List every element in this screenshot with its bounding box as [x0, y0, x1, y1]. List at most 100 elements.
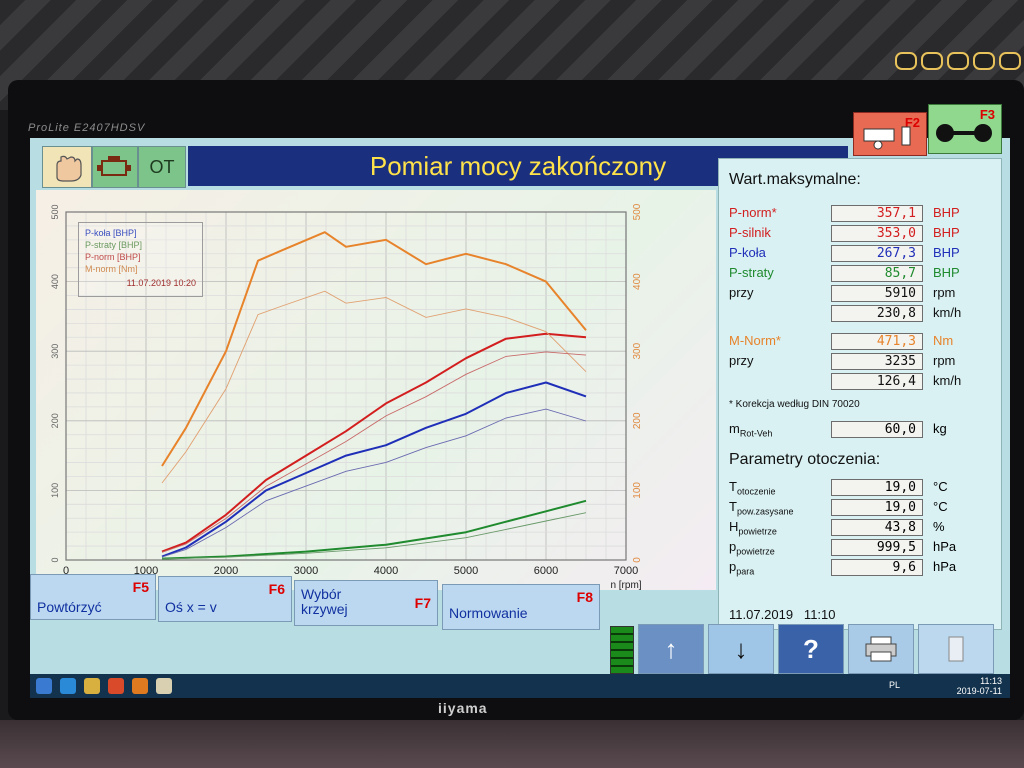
- scroll-up-button[interactable]: ↑: [638, 624, 704, 674]
- max-row-label: P-norm*: [729, 205, 777, 220]
- ambient-row-label: Totoczenie: [729, 479, 775, 497]
- x-axis-speed-button[interactable]: Oś x = v F6: [158, 576, 292, 622]
- ambient-row-unit: %: [933, 519, 945, 534]
- max-row-unit: BHP: [933, 245, 960, 260]
- normalization-button[interactable]: Normowanie F8: [442, 584, 600, 630]
- ambient-symbol: p: [729, 559, 737, 574]
- ambient-symbol: H: [729, 519, 739, 534]
- legend-p-kola: P-koła [BHP]: [85, 228, 137, 238]
- repeat-button[interactable]: Powtórzyć F5: [30, 574, 156, 620]
- ambient-row-value: 9,6: [831, 559, 923, 576]
- max-row-value: 267,3: [831, 245, 923, 262]
- max-row-label: P-koła: [729, 245, 766, 260]
- ambient-row-label: ppara: [729, 559, 754, 577]
- repeat-button-label: Powtórzyć: [37, 599, 102, 615]
- engine-button[interactable]: [92, 146, 138, 188]
- f6-key: F6: [268, 581, 285, 597]
- f5-key: F5: [132, 579, 149, 595]
- ambient-row-value: 43,8: [831, 519, 923, 536]
- x-tick-label: 5000: [454, 565, 478, 577]
- max-row-value: 126,4: [831, 373, 923, 390]
- axle-icon: [936, 124, 992, 142]
- exit-button[interactable]: [918, 624, 994, 674]
- series-line-2: [161, 499, 587, 560]
- x-axis-speed-button-label: Oś x = v: [165, 599, 217, 615]
- x-tick-label: 2000: [214, 565, 238, 577]
- ambient-row-unit: hPa: [933, 539, 957, 554]
- max-row-unit: rpm: [933, 285, 956, 300]
- y-tick-right: 400: [632, 273, 643, 290]
- y-tick-right: 500: [632, 203, 643, 220]
- ambient-row-unit: °C: [933, 499, 948, 514]
- ambient-subscript: pow.zasysane: [736, 506, 794, 517]
- ambient-subscript: powietrze: [736, 546, 775, 557]
- folder-icon[interactable]: [84, 678, 100, 694]
- y-tick-right: 0: [632, 557, 643, 563]
- scroll-down-button[interactable]: ↓: [708, 624, 774, 674]
- max-row-value: 357,1: [831, 205, 923, 222]
- max-row-label: M-Norm*: [729, 333, 781, 348]
- ambient-symbol: T: [729, 499, 737, 514]
- select-curve-button[interactable]: Wybór krzywej F7: [294, 580, 438, 626]
- legend-m-norm: M-norm [Nm]: [85, 264, 138, 274]
- print-button[interactable]: [848, 624, 914, 674]
- desk-surface: [0, 720, 1024, 768]
- ambient-heading: Parametry otoczenia:: [729, 451, 881, 468]
- app-icon[interactable]: [156, 678, 172, 694]
- din-correction-note: * Korekcja według DIN 70020: [729, 399, 860, 410]
- max-row-unit: BHP: [933, 265, 960, 280]
- x-tick-label: 7000: [614, 565, 638, 577]
- door-icon: [948, 636, 964, 662]
- ambient-subscript: powietrze: [738, 526, 777, 537]
- mrot-symbol: m: [729, 421, 740, 436]
- x-tick-label: 4000: [374, 565, 398, 577]
- series-line-0: [161, 332, 587, 553]
- y-tick-right: 300: [632, 342, 643, 359]
- max-row-label: przy: [729, 353, 754, 368]
- max-row-value: 85,7: [831, 265, 923, 282]
- max-row-value: 353,0: [831, 225, 923, 242]
- f3-axle-button[interactable]: F3: [928, 104, 1002, 154]
- help-button[interactable]: ?: [778, 624, 844, 674]
- plot-frame: [65, 211, 627, 561]
- ambient-subscript: para: [736, 566, 755, 577]
- max-row-label: P-straty: [729, 265, 774, 280]
- ambient-row-value: 19,0: [831, 499, 923, 516]
- max-row-value: 230,8: [831, 305, 923, 322]
- series-line-1: [161, 381, 587, 558]
- ambient-row-value: 19,0: [831, 479, 923, 496]
- ambient-row-value: 999,5: [831, 539, 923, 556]
- max-row-value: 471,3: [831, 333, 923, 350]
- taskbar-date: 2019-07-11: [956, 686, 1002, 696]
- media-icon[interactable]: [108, 678, 124, 694]
- taskbar-clock[interactable]: 11:13 2019-07-11: [957, 676, 1002, 696]
- ie-icon[interactable]: [60, 678, 76, 694]
- dyno-screen: OT Pomiar mocy zakończony 0 1000 2000 3000 4…: [30, 138, 1010, 698]
- language-indicator[interactable]: PL: [888, 680, 900, 690]
- normalization-button-label: Normowanie: [449, 605, 528, 621]
- power-chart: 0 1000 2000 3000 4000 5000 6000 7000 n [rpm] 0 100…: [36, 190, 716, 590]
- hand-button[interactable]: [42, 146, 92, 188]
- monitor-model-label: ProLite E2407HDSV: [28, 122, 146, 134]
- x-tick-label: 6000: [534, 565, 558, 577]
- y-tick-left: 100: [50, 483, 60, 498]
- f2-trailer-button[interactable]: F2: [853, 112, 927, 156]
- monitor-osd-buttons: [895, 52, 1024, 70]
- secondary-curve: [161, 512, 587, 560]
- arrow-down-icon: ↓: [734, 633, 748, 664]
- measurement-datetime: 11.07.2019 11:10: [729, 607, 836, 622]
- mrot-value: 60,0: [831, 421, 923, 438]
- max-row-unit: BHP: [933, 225, 960, 240]
- max-row-unit: BHP: [933, 205, 960, 220]
- ot-button[interactable]: OT: [138, 146, 186, 188]
- browser-icon[interactable]: [132, 678, 148, 694]
- x-tick-label: 0: [63, 565, 69, 577]
- ambient-row-label: Tpow.zasysane: [729, 499, 794, 517]
- x-tick-label: 3000: [294, 565, 318, 577]
- help-icon: ?: [803, 633, 819, 664]
- max-row-label: przy: [729, 285, 754, 300]
- f2-key: F2: [904, 115, 920, 130]
- max-values-heading: Wart.maksymalne:: [729, 171, 861, 188]
- start-icon[interactable]: [36, 678, 52, 694]
